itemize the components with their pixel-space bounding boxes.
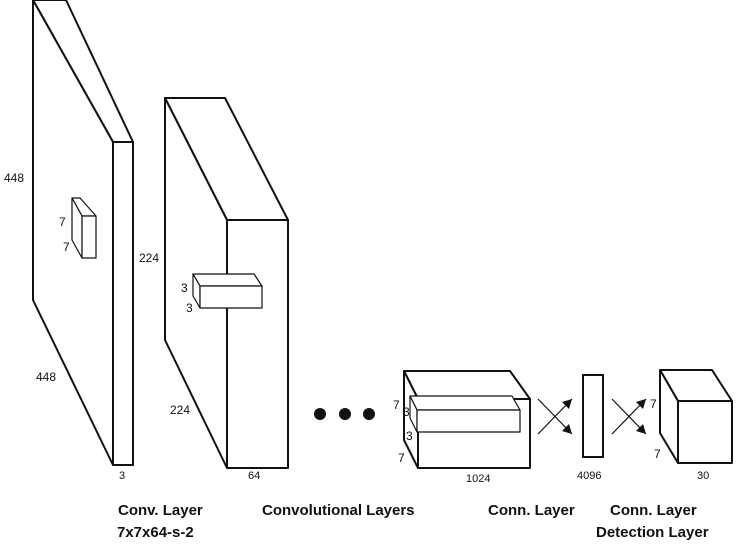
conv-final-volume-top-face bbox=[403, 370, 531, 400]
output-channels-label: 30 bbox=[697, 470, 709, 482]
input-kernel-h-label: 7 bbox=[63, 240, 70, 254]
ellipsis-dots bbox=[314, 408, 375, 420]
input-height-label: 448 bbox=[4, 171, 24, 185]
conv-final-height-label: 7 bbox=[393, 398, 400, 412]
caption-conn-layer-2: Conn. Layer bbox=[610, 502, 697, 519]
caption-conn-layer-1: Conn. Layer bbox=[488, 502, 575, 519]
input-depth-label: 448 bbox=[36, 370, 56, 384]
conv1-kernel-h-label: 3 bbox=[186, 301, 193, 315]
conv1-height-label: 224 bbox=[139, 251, 159, 265]
ellipsis-dot-2 bbox=[339, 408, 351, 420]
output-height-label: 7 bbox=[650, 397, 657, 411]
full-connection-arrows-1 bbox=[537, 398, 573, 435]
conv-final-channels-label: 1024 bbox=[466, 473, 490, 485]
conv1-kernel-w-label: 3 bbox=[181, 281, 188, 295]
input-volume-side-face bbox=[112, 141, 134, 466]
conv1-kernel-box bbox=[192, 273, 263, 309]
input-kernel-w-label: 7 bbox=[59, 215, 66, 229]
output-volume-side-face bbox=[677, 400, 733, 464]
output-volume bbox=[659, 369, 733, 464]
fc-channels-label: 4096 bbox=[577, 470, 601, 482]
conv-final-depth-label: 7 bbox=[398, 451, 405, 465]
output-depth-label: 7 bbox=[654, 447, 661, 461]
conv-final-kernel-w-label: 3 bbox=[403, 405, 410, 419]
ellipsis-dot-1 bbox=[314, 408, 326, 420]
conv1-depth-label: 224 bbox=[170, 403, 190, 417]
caption-input-line2: 7x7x64-s-2 bbox=[117, 524, 194, 541]
full-connection-arrows-2 bbox=[611, 398, 647, 435]
conv1-volume-side-face bbox=[226, 219, 289, 469]
input-kernel-box bbox=[71, 197, 97, 259]
conv-final-kernel-h-label: 3 bbox=[406, 429, 413, 443]
caption-detection-layer: Detection Layer bbox=[596, 524, 709, 541]
fc-layer-rect bbox=[582, 374, 604, 458]
caption-conv-layers: Convolutional Layers bbox=[262, 502, 415, 519]
ellipsis-dot-3 bbox=[363, 408, 375, 420]
input-channels-label: 3 bbox=[119, 470, 125, 482]
conv1-channels-label: 64 bbox=[248, 470, 260, 482]
caption-input-line1: Conv. Layer bbox=[118, 502, 203, 519]
conv-final-kernel-box bbox=[409, 395, 521, 433]
